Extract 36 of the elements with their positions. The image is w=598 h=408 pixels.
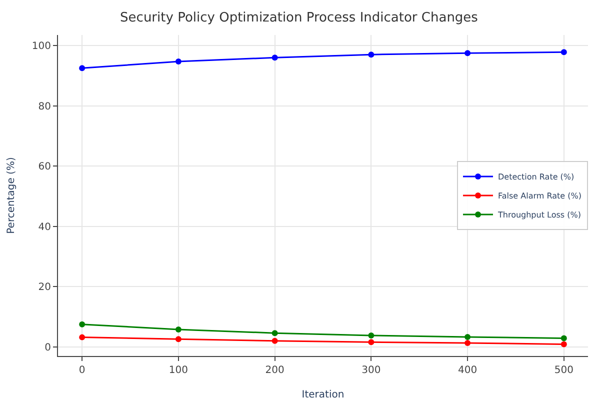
x-tick-label: 200 xyxy=(265,365,284,376)
point xyxy=(272,338,278,344)
point xyxy=(464,340,471,346)
y-tick-label: 60 xyxy=(38,162,51,173)
point xyxy=(560,341,567,348)
point xyxy=(368,339,374,346)
point xyxy=(272,54,278,61)
chart-title: Security Policy Optimization Process Indicator Changes xyxy=(120,10,478,26)
legend-label: Detection Rate (%) xyxy=(498,172,574,182)
y-tick-label: 80 xyxy=(38,101,51,112)
x-axis-title: Iteration xyxy=(302,390,344,400)
y-tick-label: 0 xyxy=(44,342,51,354)
x-tick-label: 300 xyxy=(362,365,381,376)
point xyxy=(368,52,374,58)
point xyxy=(368,332,374,338)
point xyxy=(79,321,86,328)
y-tick-label: 100 xyxy=(32,41,51,52)
y-axis-title: Percentage (%) xyxy=(6,157,17,234)
x-tick-label: 500 xyxy=(554,365,574,376)
point xyxy=(79,65,86,72)
y-tick-label: 20 xyxy=(38,282,51,294)
point xyxy=(560,335,567,342)
point xyxy=(175,58,182,65)
point xyxy=(272,330,278,336)
legend-label: Throughput Loss (%) xyxy=(497,210,581,220)
point xyxy=(175,326,182,332)
y-tick-label: 40 xyxy=(38,222,51,233)
x-tick-label: 400 xyxy=(458,365,478,376)
x-tick-label: 0 xyxy=(78,365,86,376)
point xyxy=(79,334,86,340)
point xyxy=(175,336,182,342)
x-tick-label: 100 xyxy=(168,365,188,376)
legend-label: False Alarm Rate (%) xyxy=(498,192,582,201)
point xyxy=(464,50,471,56)
point xyxy=(464,334,471,340)
point xyxy=(560,49,567,56)
